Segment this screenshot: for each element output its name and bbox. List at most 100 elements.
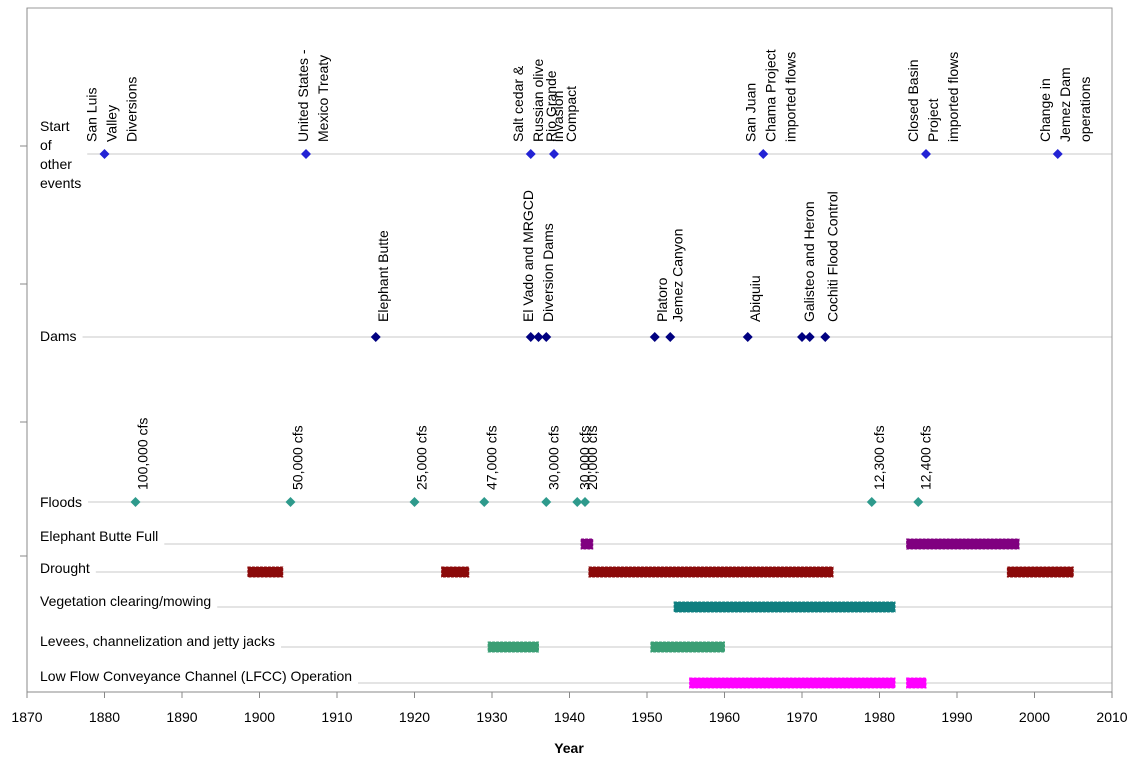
event-label: operations xyxy=(1077,77,1093,142)
event-marker xyxy=(742,332,753,342)
row-label: Low Flow Conveyance Channel (LFCC) Opera… xyxy=(40,668,352,684)
event-label: Chama Project xyxy=(762,49,778,142)
row-label: Start xyxy=(40,118,70,134)
event-label: imported flows xyxy=(945,52,961,142)
event-marker xyxy=(479,497,490,507)
event-label: El Vado and MRGCD xyxy=(520,190,536,322)
event-marker xyxy=(525,332,536,342)
event-marker xyxy=(285,497,296,507)
range-bar xyxy=(906,538,1020,550)
range-bar xyxy=(1006,566,1074,578)
event-marker xyxy=(525,149,536,159)
row-label: of xyxy=(40,137,52,153)
event-marker xyxy=(409,497,420,507)
range-bar xyxy=(441,566,470,578)
event-marker xyxy=(370,332,381,342)
x-tick-label: 1950 xyxy=(631,709,662,725)
event-label: San Juan xyxy=(742,83,758,142)
event-label: Closed Basin xyxy=(905,60,921,143)
x-tick-label: 1910 xyxy=(321,709,352,725)
event-marker xyxy=(301,149,311,159)
event-label: Jemez Dam xyxy=(1057,67,1073,142)
event-marker xyxy=(649,332,660,342)
event-label: Jemez Canyon xyxy=(669,229,685,322)
event-label: 25,000 cfs xyxy=(414,425,430,490)
x-tick-label: 1970 xyxy=(786,709,817,725)
event-marker xyxy=(572,497,583,507)
event-label: Russian olive xyxy=(530,59,546,142)
event-marker xyxy=(1052,149,1063,159)
event-marker xyxy=(820,332,831,342)
row-label: Levees, channelization and jetty jacks xyxy=(40,633,275,649)
range-bar xyxy=(673,601,896,613)
range-bar xyxy=(580,538,594,550)
x-tick-label: 1880 xyxy=(89,709,120,725)
event-marker xyxy=(580,497,590,507)
x-tick-label: 1930 xyxy=(476,709,507,725)
x-tick-label: 1980 xyxy=(864,709,895,725)
event-marker xyxy=(533,332,544,342)
event-label: 30,000 cfs xyxy=(576,425,592,490)
event-marker xyxy=(541,497,552,507)
event-marker xyxy=(804,332,815,342)
range-bar xyxy=(487,641,539,653)
event-label: Galisteo and Heron xyxy=(801,201,817,322)
x-tick-label: 1890 xyxy=(166,709,197,725)
event-label: Change in xyxy=(1037,78,1053,142)
event-label: 100,000 cfs xyxy=(135,418,151,490)
event-marker xyxy=(913,497,924,507)
event-marker xyxy=(549,149,559,159)
event-label: Diversion Dams xyxy=(540,223,556,322)
event-label: 50,000 cfs xyxy=(290,425,306,490)
row-label: Drought xyxy=(40,560,90,576)
row-label: Floods xyxy=(40,494,82,510)
x-tick-label: 1960 xyxy=(709,709,740,725)
x-tick-label: 1900 xyxy=(244,709,275,725)
event-label: Rio Grande xyxy=(543,70,559,142)
event-label: Diversions xyxy=(124,77,140,142)
event-label: Mexico Treaty xyxy=(315,55,331,142)
event-label: invasion xyxy=(550,91,566,142)
event-label: Valley xyxy=(104,105,120,142)
range-bar xyxy=(650,641,725,653)
x-tick-label: 2000 xyxy=(1019,709,1050,725)
range-bar xyxy=(906,677,927,689)
row-label: events xyxy=(40,175,81,191)
row-label: Dams xyxy=(40,328,77,344)
row-label: Elephant Butte Full xyxy=(40,528,158,544)
x-tick-label: 2010 xyxy=(1096,709,1127,725)
event-label: 47,000 cfs xyxy=(483,425,499,490)
event-label: Cochiti Flood Control xyxy=(824,191,840,322)
x-tick-label: 1920 xyxy=(399,709,430,725)
event-label: Elephant Butte xyxy=(375,230,391,322)
x-tick-label: 1990 xyxy=(941,709,972,725)
range-bar xyxy=(689,677,896,689)
row-label: other xyxy=(40,156,72,172)
event-marker xyxy=(758,149,769,159)
range-bar xyxy=(247,566,284,578)
event-marker xyxy=(541,332,552,342)
event-label: imported flows xyxy=(782,52,798,142)
event-label: United States - xyxy=(295,49,311,142)
event-label: San Luis xyxy=(84,88,100,142)
event-marker xyxy=(130,497,141,507)
event-marker xyxy=(665,332,676,342)
event-label: Platoro xyxy=(654,277,670,322)
range-bar xyxy=(588,566,834,578)
x-tick-label: 1940 xyxy=(554,709,585,725)
event-label: Compact xyxy=(563,86,579,142)
x-axis-title: Year xyxy=(554,740,584,756)
x-tick-label: 1870 xyxy=(11,709,42,725)
event-label: 30,000 cfs xyxy=(545,425,561,490)
event-marker xyxy=(866,497,877,507)
event-label: Abiquiu xyxy=(747,275,763,322)
event-label: 12,400 cfs xyxy=(917,425,933,490)
row-label: Vegetation clearing/mowing xyxy=(40,593,211,609)
event-marker xyxy=(99,149,110,159)
event-label: Project xyxy=(925,98,941,142)
event-marker xyxy=(921,149,931,159)
event-label: Salt cedar & xyxy=(510,65,526,142)
event-marker xyxy=(797,332,807,342)
event-label: 12,300 cfs xyxy=(871,425,887,490)
